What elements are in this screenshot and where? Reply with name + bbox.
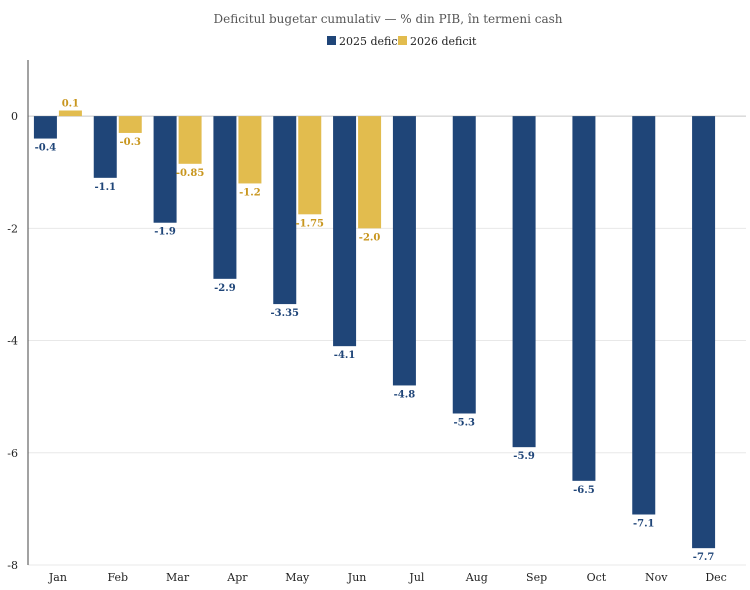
legend-label-2025: 2025 deficit	[339, 35, 406, 48]
data-label: -5.9	[513, 451, 535, 462]
data-label: -4.1	[334, 350, 356, 361]
data-label: -5.3	[453, 418, 475, 429]
y-tick-label: -8	[7, 559, 18, 572]
bar-2026-deficit-Jan	[58, 110, 82, 117]
legend-swatch-2026	[398, 36, 407, 45]
bar-2025-deficit-Jun	[333, 116, 357, 347]
legend-label-2026: 2026 deficit	[410, 35, 477, 48]
legend: 2025 deficit 2026 deficit	[327, 35, 477, 48]
x-tick-label: May	[285, 571, 310, 584]
bar-2025-deficit-Jan	[33, 116, 57, 139]
bar-2025-deficit-Apr	[213, 116, 237, 279]
x-tick-label: Feb	[107, 571, 128, 584]
data-label: -1.2	[239, 187, 261, 198]
y-tick-label: -2	[7, 222, 18, 235]
data-label: -3.35	[270, 308, 299, 319]
bars	[33, 110, 716, 549]
data-label: -4.8	[394, 389, 416, 400]
y-tick-label: 0	[11, 110, 18, 123]
bar-2025-deficit-Oct	[572, 116, 596, 481]
x-tick-label: Nov	[645, 571, 668, 584]
bar-2025-deficit-Dec	[692, 116, 716, 549]
bar-2025-deficit-Nov	[632, 116, 656, 515]
data-label: -2.0	[359, 232, 381, 243]
data-label: -0.3	[119, 137, 141, 148]
x-tick-label: Jul	[408, 571, 424, 584]
x-tick-label: Sep	[526, 571, 547, 584]
bar-2025-deficit-Mar	[153, 116, 177, 223]
x-axis: Jan Feb Mar Apr May Jun Jul Aug Sep Oct Nov Dec	[48, 571, 727, 584]
legend-swatch-2025	[327, 36, 336, 45]
bar-2025-deficit-Sep	[512, 116, 536, 448]
x-tick-label: Aug	[465, 571, 488, 584]
data-labels: -0.4 0.1 -1.1 -0.3 -1.9 -0.85 -2.9 -1.2 -3.35 -1.…	[35, 99, 715, 564]
bar-2026-deficit-May	[298, 116, 322, 215]
data-label: -2.9	[214, 283, 236, 294]
bar-2026-deficit-Feb	[118, 116, 142, 133]
chart-title: Deficitul bugetar cumulativ — % din PIB,…	[213, 12, 562, 26]
bar-2025-deficit-May	[273, 116, 297, 305]
bar-2025-deficit-Feb	[93, 116, 117, 178]
data-label: -6.5	[573, 485, 595, 496]
data-label: -0.85	[176, 168, 205, 179]
x-tick-label: Dec	[705, 571, 727, 584]
gridlines	[28, 115, 746, 566]
y-tick-label: -6	[7, 447, 18, 460]
bar-2026-deficit-Apr	[238, 116, 262, 184]
data-label: -0.4	[35, 143, 57, 154]
data-label: -1.1	[94, 182, 116, 193]
bar-2025-deficit-Jul	[392, 116, 416, 386]
x-tick-label: Jan	[48, 571, 67, 584]
bar-2026-deficit-Mar	[178, 116, 202, 164]
x-tick-label: Jun	[347, 571, 367, 584]
data-label: -7.7	[693, 552, 715, 563]
y-tick-label: -4	[7, 335, 18, 348]
data-label: -1.75	[295, 218, 324, 229]
bar-2025-deficit-Aug	[452, 116, 476, 414]
data-label: -1.9	[154, 227, 176, 238]
data-label: -7.1	[633, 519, 655, 530]
bar-2026-deficit-Jun	[358, 116, 382, 229]
data-label: 0.1	[62, 99, 79, 110]
y-axis: 0 -2 -4 -6 -8	[7, 60, 29, 572]
x-tick-label: Mar	[166, 571, 190, 584]
x-tick-label: Apr	[226, 571, 248, 584]
x-tick-label: Oct	[587, 571, 607, 584]
